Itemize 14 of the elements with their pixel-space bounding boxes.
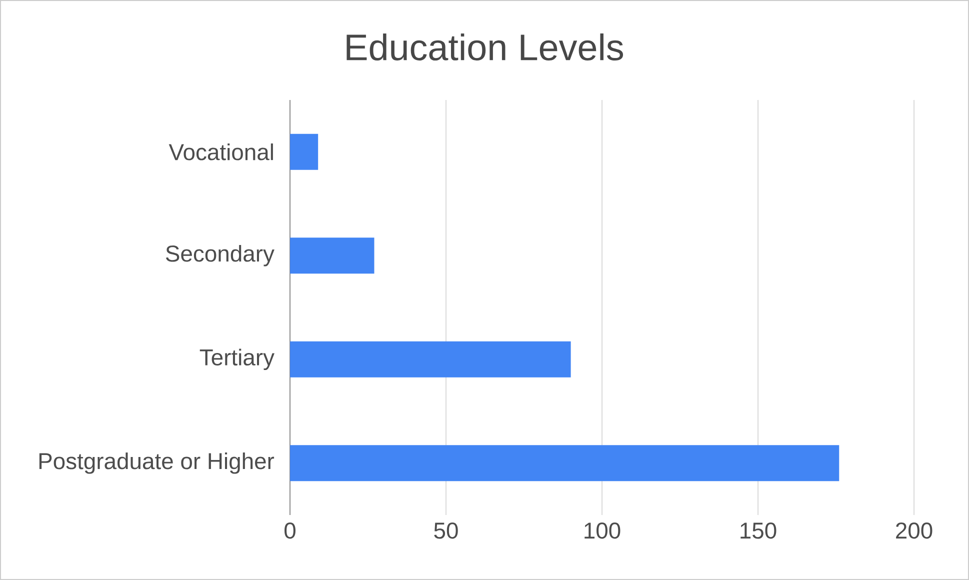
chart-title: Education Levels [346, 33, 624, 61]
x-tick-label: 200 [896, 522, 932, 539]
y-tick-label: Tertiary [200, 348, 274, 370]
x-tick-label: 100 [584, 522, 620, 539]
bar [290, 445, 840, 482]
bar [290, 238, 374, 274]
bar [290, 341, 571, 378]
x-tick-label: 0 [284, 522, 296, 539]
x-tick-label: 150 [740, 522, 776, 539]
x-tick-label: 50 [434, 522, 458, 539]
bar [290, 134, 318, 170]
y-tick-label: Vocational [168, 143, 273, 160]
y-tick-label: Secondary [166, 244, 274, 266]
y-tick-label: Postgraduate or Higher [39, 452, 274, 474]
